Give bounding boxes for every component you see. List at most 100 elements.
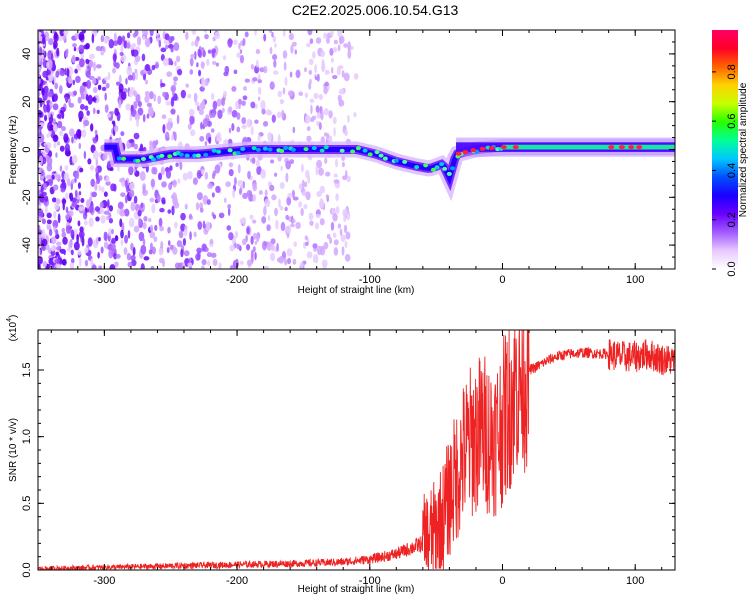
noise-blob bbox=[165, 101, 172, 106]
noise-blob bbox=[95, 64, 102, 69]
noise-blob bbox=[76, 234, 79, 244]
noise-blob bbox=[227, 207, 231, 217]
noise-blob bbox=[277, 133, 281, 144]
ridge-hotspot bbox=[423, 163, 429, 168]
noise-blob bbox=[99, 201, 104, 209]
noise-blob bbox=[149, 231, 156, 239]
noise-blob bbox=[344, 253, 351, 262]
noise-blob bbox=[286, 248, 293, 257]
noise-blob bbox=[335, 205, 340, 215]
noise-blob bbox=[170, 108, 176, 115]
noise-blob bbox=[233, 39, 238, 46]
noise-blob bbox=[118, 99, 122, 109]
noise-blob bbox=[319, 218, 325, 226]
noise-blob bbox=[108, 212, 112, 219]
noise-blob bbox=[98, 185, 102, 192]
noise-blob bbox=[266, 224, 271, 232]
noise-blob bbox=[56, 47, 60, 57]
noise-blob bbox=[329, 30, 334, 36]
noise-blob bbox=[133, 100, 138, 110]
noise-blob bbox=[156, 193, 161, 203]
noise-blob bbox=[47, 91, 54, 98]
x-tick-label: -100 bbox=[359, 575, 381, 587]
noise-blob bbox=[59, 130, 64, 137]
noise-blob bbox=[221, 107, 225, 114]
snr-background bbox=[38, 330, 675, 570]
noise-blob bbox=[55, 152, 58, 158]
noise-blob bbox=[275, 219, 279, 230]
noise-blob bbox=[200, 61, 205, 69]
ridge-hotspot bbox=[450, 166, 456, 171]
noise-blob bbox=[74, 177, 77, 183]
noise-blob bbox=[251, 157, 256, 165]
noise-blob bbox=[233, 260, 239, 267]
noise-blob bbox=[95, 45, 102, 52]
noise-blob bbox=[149, 197, 155, 203]
noise-blob bbox=[77, 249, 82, 256]
noise-blob bbox=[256, 59, 259, 68]
noise-blob bbox=[200, 121, 203, 130]
noise-blob bbox=[308, 212, 314, 221]
noise-blob bbox=[70, 257, 75, 264]
noise-blob bbox=[38, 97, 43, 104]
noise-blob bbox=[337, 30, 343, 38]
ridge-peak bbox=[636, 145, 643, 150]
noise-blob bbox=[92, 150, 99, 160]
noise-blob bbox=[163, 39, 170, 45]
noise-blob bbox=[236, 112, 241, 120]
noise-blob bbox=[225, 181, 231, 188]
noise-blob bbox=[77, 220, 81, 227]
noise-blob bbox=[187, 171, 193, 180]
noise-blob bbox=[82, 211, 88, 220]
noise-blob bbox=[86, 110, 90, 116]
noise-blob bbox=[169, 165, 173, 172]
ridge-hotspot bbox=[319, 148, 325, 153]
noise-blob bbox=[90, 123, 94, 132]
noise-blob bbox=[333, 126, 336, 137]
noise-blob bbox=[223, 71, 229, 77]
noise-blob bbox=[190, 129, 196, 137]
noise-blob bbox=[323, 241, 329, 250]
noise-blob bbox=[182, 238, 187, 246]
noise-blob bbox=[326, 133, 330, 139]
noise-blob bbox=[128, 89, 133, 98]
noise-blob bbox=[306, 126, 311, 132]
noise-blob bbox=[63, 30, 69, 36]
noise-blob bbox=[73, 229, 78, 237]
noise-blob bbox=[272, 35, 277, 43]
noise-blob bbox=[141, 53, 146, 62]
noise-blob bbox=[193, 231, 197, 238]
noise-blob bbox=[108, 249, 114, 259]
noise-blob bbox=[86, 79, 92, 89]
noise-blob bbox=[201, 76, 205, 86]
noise-blob bbox=[41, 238, 48, 247]
spectrogram-ridge bbox=[104, 137, 675, 202]
noise-blob bbox=[46, 219, 52, 225]
noise-blob bbox=[262, 121, 269, 127]
noise-blob bbox=[172, 86, 175, 97]
noise-blob bbox=[55, 228, 59, 236]
noise-blob bbox=[88, 205, 94, 214]
noise-blob bbox=[250, 235, 254, 245]
noise-blob bbox=[56, 198, 59, 205]
noise-blob bbox=[190, 53, 196, 59]
noise-blob bbox=[170, 194, 175, 199]
noise-blob bbox=[273, 59, 277, 68]
y-tick-label: 1.0 bbox=[21, 429, 33, 444]
ridge-hotspot bbox=[374, 150, 380, 155]
noise-blob bbox=[155, 139, 159, 146]
noise-blob bbox=[136, 118, 140, 128]
noise-blob bbox=[95, 236, 99, 245]
noise-blob bbox=[332, 47, 338, 53]
noise-blob bbox=[61, 198, 67, 205]
noise-blob bbox=[133, 132, 140, 140]
noise-blob bbox=[187, 93, 192, 99]
noise-blob bbox=[113, 40, 119, 46]
noise-blob bbox=[174, 221, 178, 229]
noise-blob bbox=[118, 83, 124, 93]
noise-blob bbox=[285, 214, 290, 220]
ridge-peak bbox=[455, 151, 462, 156]
noise-blob bbox=[136, 36, 142, 46]
noise-blob bbox=[222, 55, 227, 61]
noise-blob bbox=[104, 76, 109, 81]
